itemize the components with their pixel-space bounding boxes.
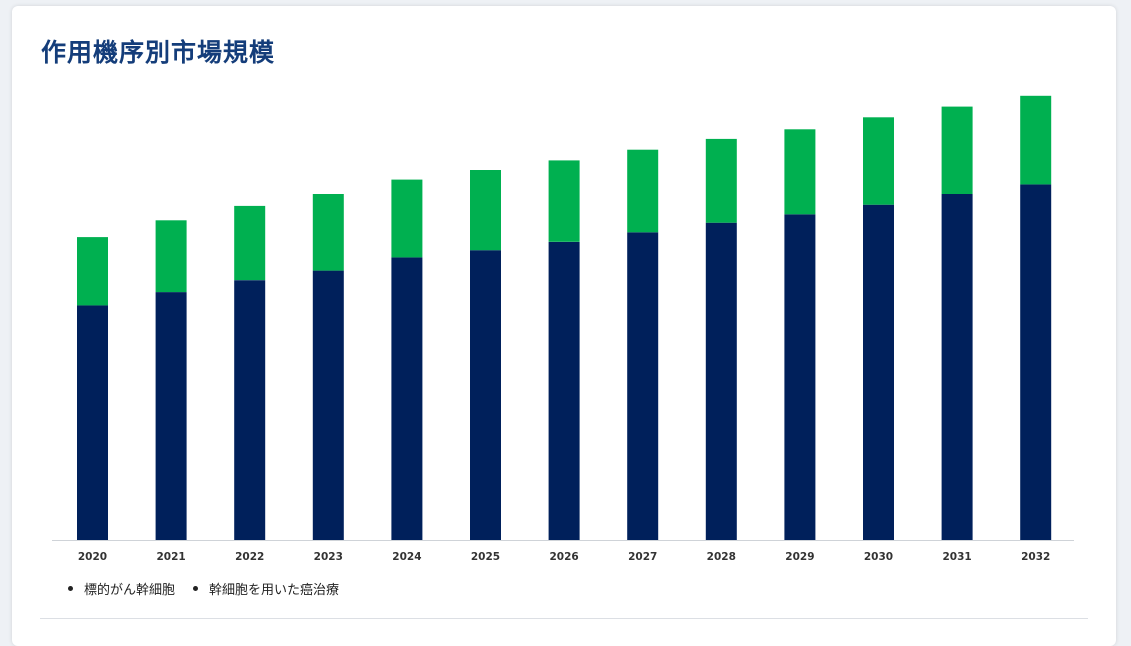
x-tick-label: 2029 [785, 551, 814, 563]
x-tick-label: 2022 [235, 551, 264, 563]
legend-bullet [68, 586, 73, 591]
legend-item-target-cancer-stem-cells[interactable]: 標的がん幹細胞 [68, 579, 175, 598]
bar-segment-2020-series-0[interactable] [77, 305, 108, 540]
bar-segment-2022-series-1[interactable] [234, 205, 266, 281]
bar-segment-2023-series-1[interactable] [312, 194, 344, 271]
chart-card: 作用機序別市場規模 2020 2021 2022 2023 2024 2025 2026 20… [12, 6, 1116, 646]
bar-segment-2032-series-0[interactable] [1020, 184, 1052, 540]
bar-segment-2027-series-1[interactable] [627, 149, 659, 233]
bar-segment-2025-series-1[interactable] [470, 170, 501, 251]
bar-segment-2028-series-1[interactable] [705, 138, 737, 223]
bar-segment-2025-series-0[interactable] [470, 250, 501, 540]
bar-segment-2030-series-1[interactable] [863, 117, 894, 205]
bar-segment-2029-series-1[interactable] [784, 129, 816, 215]
x-tick-label: 2024 [392, 551, 421, 563]
x-tick-label: 2026 [549, 551, 578, 563]
x-tick-label: 2021 [156, 551, 185, 563]
bar-segment-2028-series-0[interactable] [705, 222, 737, 540]
bar-segment-2026-series-1[interactable] [548, 160, 580, 242]
chart-legend: 標的がん幹細胞 幹細胞を用いた癌治療 [68, 579, 357, 598]
bar-segment-2030-series-0[interactable] [863, 204, 894, 540]
bar-segment-2024-series-0[interactable] [391, 257, 423, 540]
bar-segment-2029-series-0[interactable] [784, 214, 816, 541]
legend-bullet [193, 586, 199, 591]
x-tick-label: 2030 [864, 551, 893, 563]
x-tick-label: 2025 [471, 551, 500, 563]
legend-item-stem-cell-cancer-therapy[interactable]: 幹細胞を用いた癌治療 [193, 579, 339, 598]
bar-segment-2032-series-1[interactable] [1020, 95, 1052, 185]
bar-segment-2021-series-1[interactable] [155, 220, 187, 293]
bar-segment-2031-series-0[interactable] [941, 194, 973, 540]
chart-title: 作用機序別市場規模 [41, 38, 276, 67]
bar-segment-2026-series-0[interactable] [548, 241, 580, 540]
bar-segment-2027-series-0[interactable] [627, 232, 659, 541]
bar-segment-2031-series-1[interactable] [941, 106, 973, 194]
legend-label: 幹細胞を用いた癌治療 [209, 583, 340, 598]
divider [40, 618, 1088, 619]
x-tick-label: 2020 [78, 551, 107, 563]
bar-segment-2023-series-0[interactable] [312, 270, 344, 540]
bar-segment-2024-series-1[interactable] [391, 179, 423, 258]
stacked-bar-chart: 2020 2021 2022 2023 2024 2025 2026 2027 2028 2029… [52, 95, 1074, 563]
x-tick-label: 2027 [628, 551, 657, 563]
x-tick-label: 2023 [314, 551, 343, 563]
legend-label: 標的がん幹細胞 [84, 583, 176, 598]
x-tick-label: 2032 [1021, 551, 1050, 563]
x-tick-label: 2031 [942, 551, 971, 563]
x-tick-label: 2028 [707, 551, 736, 563]
bar-segment-2022-series-0[interactable] [234, 280, 266, 540]
bar-segment-2021-series-0[interactable] [155, 292, 187, 540]
bar-segment-2020-series-1[interactable] [77, 237, 108, 306]
